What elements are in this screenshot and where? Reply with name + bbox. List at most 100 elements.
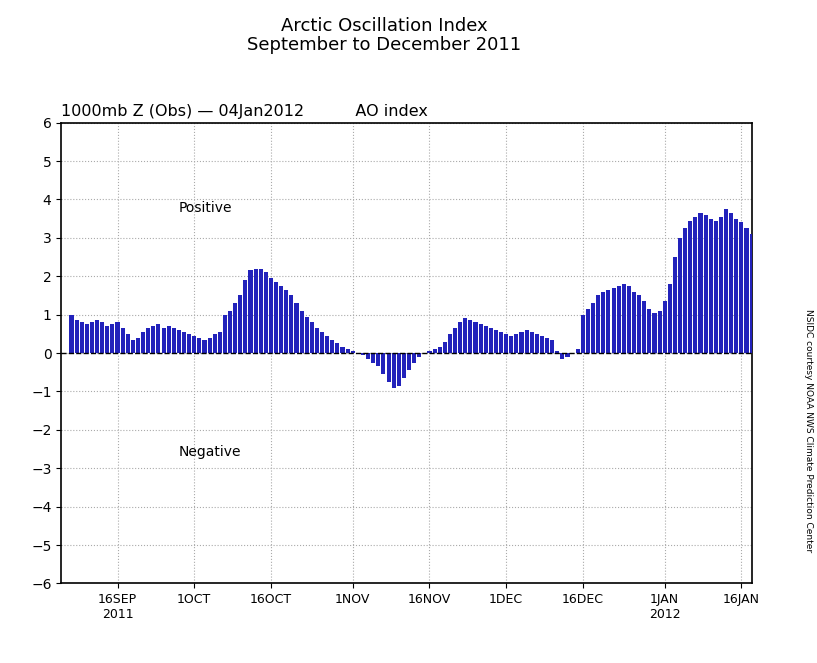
- Bar: [755, 240, 759, 353]
- Bar: [233, 303, 237, 353]
- Text: Arctic Oscillation Index: Arctic Oscillation Index: [281, 17, 487, 34]
- Bar: [663, 301, 667, 353]
- Bar: [780, 276, 784, 353]
- Bar: [176, 330, 181, 353]
- Bar: [770, 257, 775, 353]
- Bar: [100, 322, 105, 353]
- Bar: [115, 322, 119, 353]
- Bar: [95, 320, 99, 353]
- Bar: [341, 347, 345, 353]
- Bar: [131, 339, 135, 353]
- Bar: [622, 284, 626, 353]
- Bar: [765, 247, 769, 353]
- Bar: [703, 215, 708, 353]
- Bar: [667, 284, 672, 353]
- Bar: [208, 337, 212, 353]
- Bar: [438, 347, 442, 353]
- Bar: [294, 303, 298, 353]
- Bar: [361, 353, 365, 355]
- Bar: [228, 311, 232, 353]
- Bar: [253, 269, 257, 353]
- Bar: [192, 335, 196, 353]
- Bar: [688, 221, 692, 353]
- Bar: [386, 353, 391, 382]
- Bar: [182, 332, 186, 353]
- Bar: [529, 332, 534, 353]
- Bar: [74, 320, 78, 353]
- Bar: [801, 292, 805, 353]
- Bar: [458, 322, 462, 353]
- Bar: [719, 217, 723, 353]
- Bar: [162, 328, 166, 353]
- Bar: [412, 353, 416, 363]
- Bar: [565, 353, 569, 357]
- Bar: [382, 353, 386, 374]
- Bar: [611, 288, 616, 353]
- Bar: [315, 328, 319, 353]
- Bar: [504, 334, 508, 353]
- Bar: [264, 272, 268, 353]
- Bar: [284, 290, 288, 353]
- Bar: [683, 228, 687, 353]
- Bar: [197, 337, 202, 353]
- Bar: [167, 326, 171, 353]
- Bar: [785, 280, 789, 353]
- Bar: [535, 334, 539, 353]
- Bar: [581, 315, 585, 353]
- Bar: [218, 332, 222, 353]
- Bar: [520, 332, 524, 353]
- Bar: [806, 296, 810, 353]
- Bar: [734, 219, 739, 353]
- Bar: [325, 335, 329, 353]
- Bar: [468, 320, 472, 353]
- Bar: [816, 294, 817, 353]
- Bar: [473, 322, 478, 353]
- Bar: [479, 324, 483, 353]
- Bar: [121, 328, 125, 353]
- Bar: [596, 296, 600, 353]
- Bar: [391, 353, 395, 388]
- Bar: [248, 271, 252, 353]
- Bar: [427, 351, 431, 353]
- Bar: [545, 337, 549, 353]
- Bar: [279, 286, 283, 353]
- Bar: [212, 334, 217, 353]
- Bar: [453, 328, 457, 353]
- Bar: [320, 332, 324, 353]
- Bar: [187, 334, 191, 353]
- Bar: [576, 349, 580, 353]
- Bar: [371, 353, 375, 363]
- Bar: [749, 234, 754, 353]
- Bar: [335, 343, 340, 353]
- Bar: [203, 339, 207, 353]
- Bar: [591, 303, 595, 353]
- Bar: [494, 330, 498, 353]
- Bar: [540, 335, 544, 353]
- Bar: [110, 324, 114, 353]
- Bar: [463, 318, 467, 353]
- Text: Positive: Positive: [179, 201, 232, 215]
- Bar: [678, 238, 682, 353]
- Bar: [239, 296, 243, 353]
- Bar: [694, 217, 698, 353]
- Bar: [310, 322, 314, 353]
- Bar: [550, 339, 554, 353]
- Text: 1000mb Z (Obs) — 04Jan2012          AO index: 1000mb Z (Obs) — 04Jan2012 AO index: [61, 103, 428, 119]
- Bar: [269, 278, 273, 353]
- Bar: [443, 341, 447, 353]
- Bar: [105, 326, 109, 353]
- Bar: [739, 223, 743, 353]
- Bar: [499, 332, 503, 353]
- Bar: [85, 324, 89, 353]
- Text: NSIDC courtesy NOAA NWS Climate Prediction Center: NSIDC courtesy NOAA NWS Climate Predicti…: [804, 310, 813, 552]
- Bar: [658, 311, 662, 353]
- Text: Negative: Negative: [179, 446, 241, 459]
- Bar: [724, 209, 728, 353]
- Bar: [146, 328, 150, 353]
- Bar: [489, 328, 493, 353]
- Bar: [346, 349, 350, 353]
- Bar: [90, 322, 94, 353]
- Bar: [366, 353, 370, 359]
- Bar: [136, 337, 140, 353]
- Bar: [560, 353, 565, 359]
